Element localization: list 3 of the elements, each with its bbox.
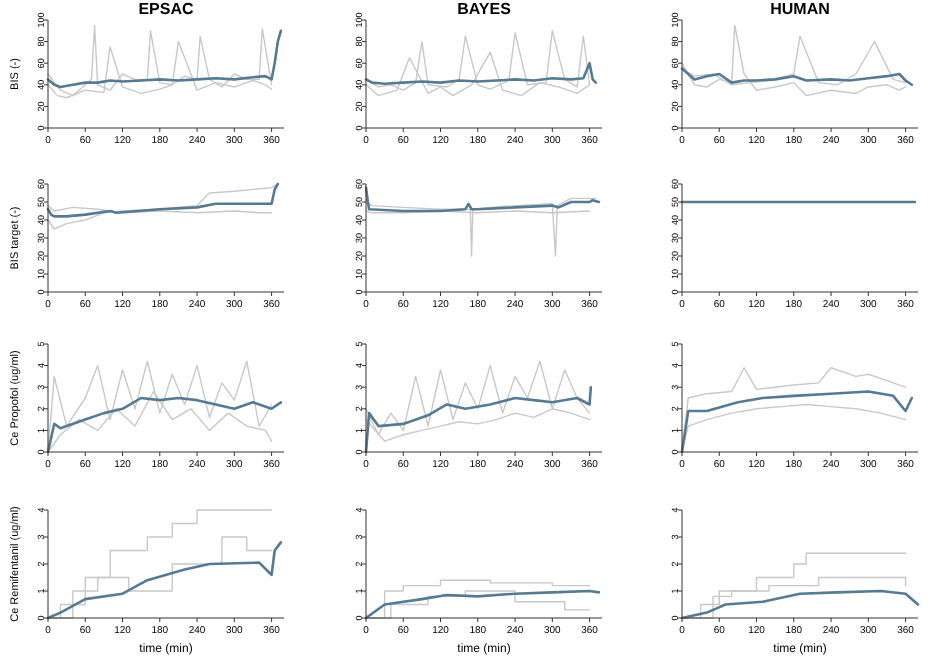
chart-title: BAYES — [457, 0, 513, 18]
chart-title: HUMAN — [770, 0, 831, 18]
chart-title: EPSAC — [138, 0, 195, 18]
